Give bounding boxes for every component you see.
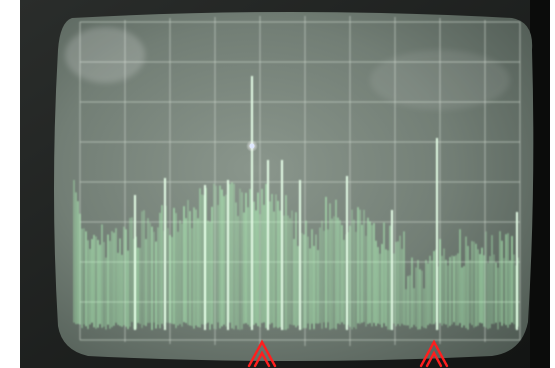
marker-left [247,339,277,368]
spectrum-trace [73,76,519,330]
marker-right [419,339,449,368]
